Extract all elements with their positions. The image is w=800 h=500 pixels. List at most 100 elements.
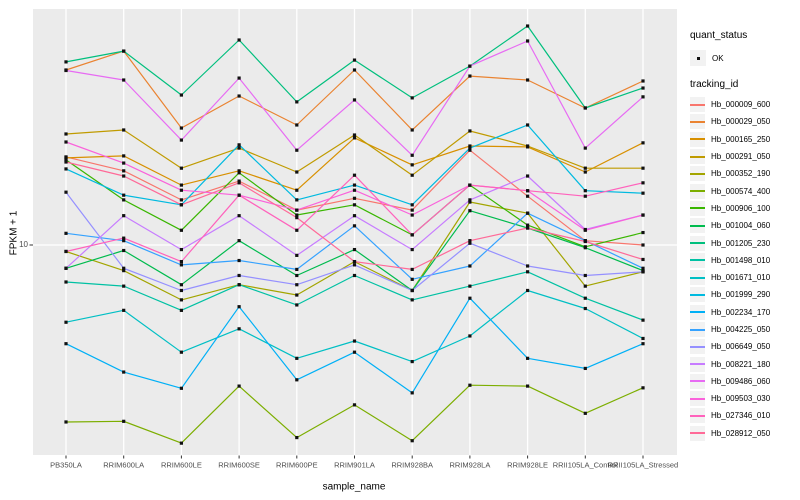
- data-point: [410, 163, 414, 167]
- data-point: [122, 154, 126, 158]
- series-color-key: [690, 287, 705, 303]
- data-point: [583, 166, 587, 170]
- series-color-line-icon: [690, 103, 705, 106]
- series-label: Hb_027346_010: [711, 411, 771, 421]
- series-color-key: [690, 97, 705, 113]
- data-point: [410, 267, 414, 272]
- data-point: [352, 98, 357, 102]
- data-point: [295, 356, 299, 360]
- data-point: [526, 270, 530, 274]
- data-point: [468, 239, 472, 243]
- data-point: [179, 288, 183, 293]
- legend-item-Hb_000165_250: Hb_000165_250: [690, 131, 798, 148]
- data-point: [468, 241, 472, 245]
- data-point: [295, 253, 299, 257]
- x-tick-label: RRIM600LE: [161, 461, 202, 470]
- data-point: [526, 384, 530, 388]
- data-point: [468, 284, 472, 288]
- data-point: [295, 273, 299, 278]
- data-point: [526, 78, 530, 82]
- data-point: [295, 378, 299, 382]
- data-point: [468, 64, 472, 68]
- data-point: [122, 193, 126, 197]
- data-point: [352, 203, 357, 207]
- x-axis-title: sample_name: [322, 481, 386, 493]
- data-point: [410, 391, 414, 395]
- data-point: [410, 298, 414, 302]
- series-label: Hb_000352_190: [711, 169, 771, 179]
- data-point: [583, 284, 587, 288]
- y-tick-label: 10: [19, 240, 28, 249]
- series-label: Hb_009503_030: [711, 394, 771, 404]
- data-point: [641, 318, 645, 322]
- series-color-key: [690, 373, 705, 389]
- legend-item-Hb_000906_100: Hb_000906_100: [690, 200, 798, 217]
- data-point: [352, 188, 357, 192]
- data-point: [641, 257, 645, 262]
- data-point: [122, 161, 126, 165]
- series-label: Hb_002234_170: [711, 307, 771, 317]
- data-point: [526, 264, 530, 268]
- data-point: [352, 339, 357, 343]
- data-point: [237, 283, 241, 287]
- legend-title-tracking-id: tracking_id: [690, 79, 739, 90]
- series-color-key: [690, 304, 705, 320]
- legend-item-Hb_001004_060: Hb_001004_060: [690, 217, 798, 234]
- series-color-line-icon: [690, 293, 705, 296]
- data-point: [295, 435, 299, 440]
- series-color-line-icon: [690, 259, 705, 262]
- data-point: [352, 133, 357, 137]
- data-point: [410, 233, 414, 237]
- x-tick-label: RRII105LA_Stressed: [608, 461, 678, 470]
- data-point: [526, 174, 530, 178]
- data-point: [583, 146, 587, 150]
- data-point: [468, 129, 472, 133]
- data-point: [122, 239, 126, 243]
- data-point: [468, 209, 472, 213]
- x-tick-label: RRIM600PE: [276, 461, 318, 470]
- data-point: [583, 239, 587, 244]
- data-point: [352, 259, 357, 264]
- series-color-key: [690, 114, 705, 130]
- series-color-line-icon: [690, 120, 705, 123]
- data-point: [122, 78, 126, 82]
- data-point: [179, 183, 183, 187]
- data-point: [583, 296, 587, 300]
- x-tick-label: RRIM600SE: [218, 461, 260, 470]
- data-point: [295, 283, 299, 287]
- data-point: [352, 173, 357, 177]
- data-point: [179, 263, 183, 267]
- data-point: [468, 146, 472, 150]
- tracking-id-legend-entries: Hb_000009_600 Hb_000029_050 Hb_000165_250 H…: [690, 96, 798, 442]
- data-point: [641, 230, 645, 235]
- data-point: [237, 384, 241, 388]
- data-point: [122, 248, 126, 253]
- data-point: [583, 366, 587, 371]
- data-point: [641, 270, 645, 274]
- data-point: [583, 189, 587, 193]
- data-point: [641, 266, 645, 270]
- legend-item-Hb_000029_050: Hb_000029_050: [690, 113, 798, 130]
- data-point: [526, 189, 530, 193]
- series-color-key: [690, 270, 705, 286]
- data-point: [179, 386, 183, 390]
- data-point: [237, 169, 241, 173]
- data-point: [526, 24, 530, 28]
- data-point: [64, 420, 68, 424]
- data-point: [237, 193, 241, 197]
- legend-title-quant-status: quant_status: [690, 30, 748, 41]
- data-point: [410, 277, 414, 281]
- data-point: [641, 191, 645, 195]
- series-color-key: [690, 391, 705, 407]
- series-color-key: [690, 356, 705, 372]
- series-color-key: [690, 218, 705, 234]
- legend-item-Hb_000352_190: Hb_000352_190: [690, 165, 798, 182]
- data-point: [64, 249, 68, 254]
- data-point: [122, 128, 126, 132]
- data-point: [641, 79, 645, 83]
- series-color-line-icon: [690, 345, 705, 348]
- series-color-key: [690, 166, 705, 182]
- legend-item-Hb_008221_180: Hb_008221_180: [690, 355, 798, 372]
- legend-item-Hb_001671_010: Hb_001671_010: [690, 269, 798, 286]
- data-point: [468, 383, 472, 387]
